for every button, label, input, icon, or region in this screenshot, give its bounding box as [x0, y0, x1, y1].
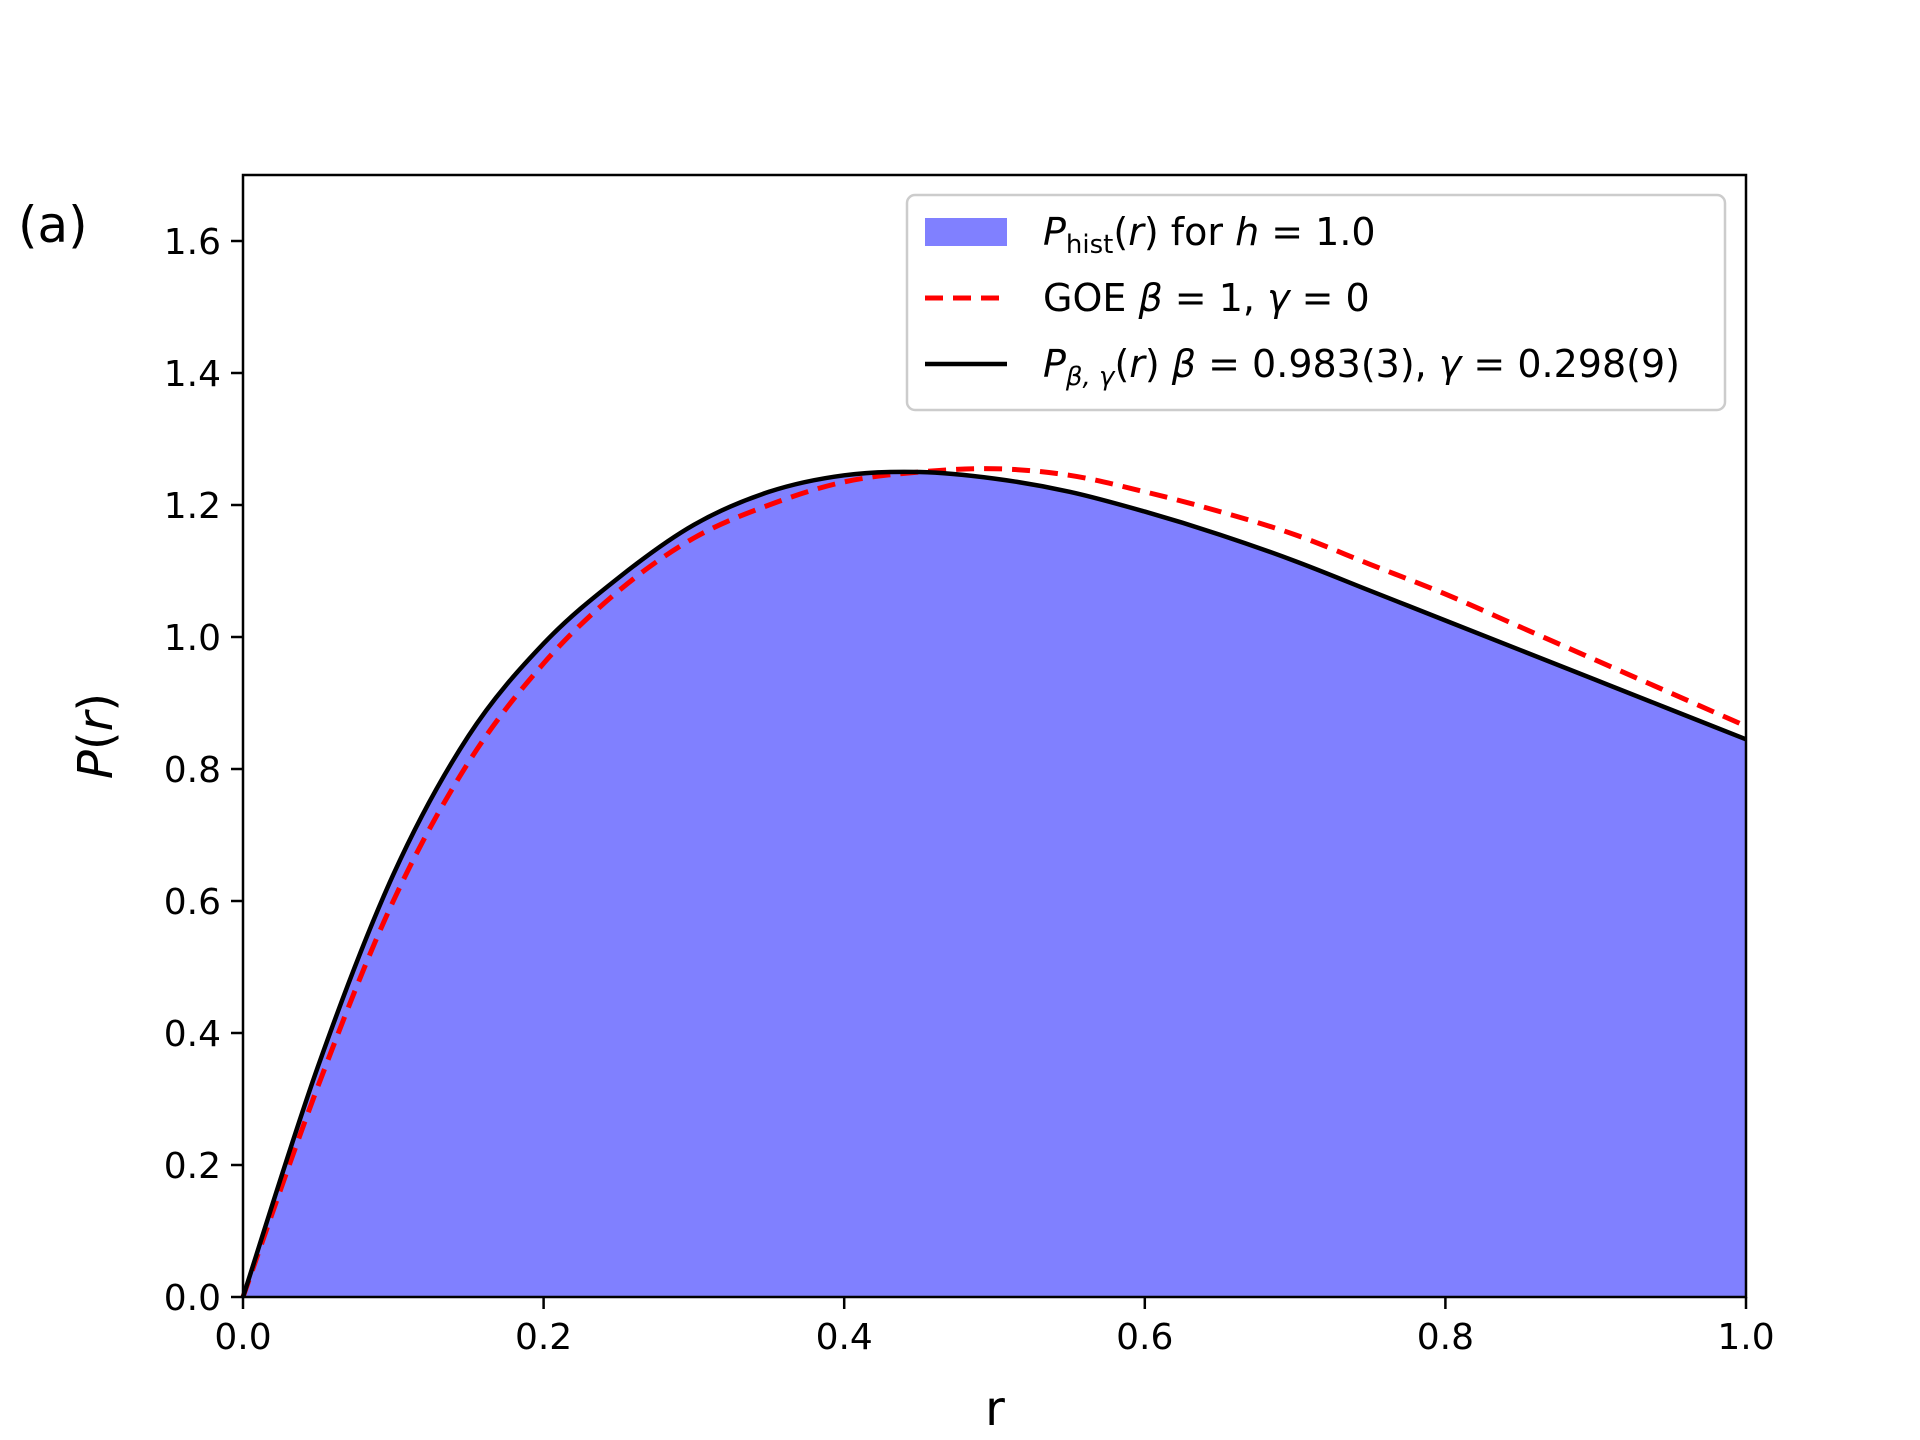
- y-tick-label: 0.4: [164, 1014, 221, 1055]
- x-tick-label: 0.8: [1417, 1317, 1474, 1358]
- legend-box: [905, 193, 1727, 412]
- y-tick-label: 0.6: [164, 882, 221, 923]
- x-tick-label: 0.2: [515, 1317, 572, 1358]
- y-tick-label: 1.2: [164, 486, 221, 527]
- y-tick-label: 0.0: [164, 1278, 221, 1319]
- x-tick-label: 0.6: [1116, 1317, 1173, 1358]
- y-axis-ticks: 0.0 0.2 0.4 0.6 0.8 1.0 1.2 1.4 1.6: [164, 222, 243, 1319]
- legend-entry-goe: GOE β = 1, γ = 0: [1043, 276, 1370, 320]
- y-tick-label: 0.8: [164, 750, 221, 791]
- legend: Phist(r) for h = 1.0 GOE β = 1, γ = 0 Pβ…: [905, 193, 1727, 412]
- legend-swatch-histogram: [925, 218, 1007, 246]
- y-tick-label: 1.4: [164, 354, 221, 395]
- x-axis-label: r: [985, 1381, 1005, 1437]
- y-tick-label: 1.0: [164, 618, 221, 659]
- panel-label: (a): [18, 196, 88, 254]
- legend-entry-histogram: Phist(r) for h = 1.0: [1043, 210, 1376, 260]
- x-tick-label: 0.0: [214, 1317, 271, 1358]
- plot-area: [240, 173, 1748, 1299]
- y-tick-label: 0.2: [164, 1146, 221, 1187]
- legend-entry-fit: Pβ, γ(r) β = 0.983(3), γ = 0.298(9): [1043, 342, 1680, 392]
- x-axis-ticks: 0.0 0.2 0.4 0.6 0.8 1.0: [214, 1297, 1775, 1358]
- fit-curve: [240, 469, 1747, 1298]
- y-axis-label: P(r): [68, 693, 124, 779]
- x-tick-label: 1.0: [1717, 1317, 1774, 1358]
- y-tick-label: 1.6: [164, 222, 221, 263]
- histogram-fill: [243, 471, 1746, 1297]
- axes-frame: [241, 173, 1748, 1299]
- x-tick-label: 0.4: [816, 1317, 873, 1358]
